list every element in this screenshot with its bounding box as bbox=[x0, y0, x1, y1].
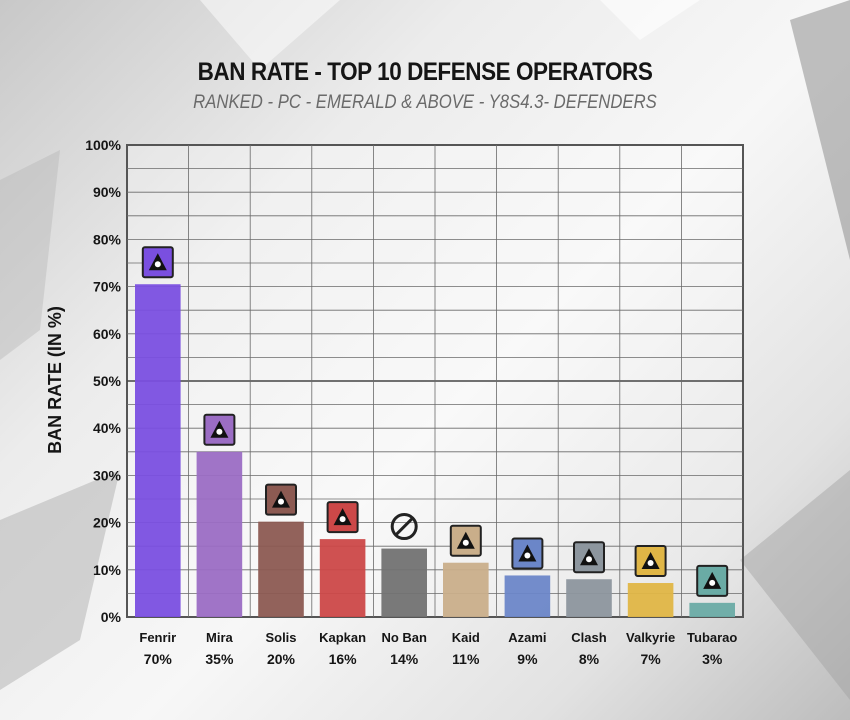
valkyrie-icon bbox=[634, 545, 667, 578]
bar-kaid bbox=[443, 562, 489, 617]
chart-title: BAN RATE - TOP 10 DEFENSE OPERATORS bbox=[197, 58, 653, 86]
bar-tubarao bbox=[689, 602, 735, 617]
bars bbox=[135, 246, 735, 617]
category-label: Kapkan bbox=[319, 630, 366, 645]
bar-no-ban bbox=[381, 548, 427, 617]
y-axis-ticks: 0% 10% 20% 30% 40% 50% 60% 70% 80% 90% 100% bbox=[85, 137, 121, 625]
azami-icon bbox=[511, 537, 544, 570]
category-label: Mira bbox=[206, 630, 234, 645]
category-labels: Fenrir 70% Mira 35% Solis 20% Kapkan 16% No Ban 1… bbox=[139, 630, 737, 667]
value-label: 11% bbox=[452, 651, 480, 667]
y-tick-label: 100% bbox=[85, 137, 121, 153]
bar-valkyrie bbox=[627, 583, 674, 617]
y-tick-label: 60% bbox=[93, 326, 122, 342]
value-label: 8% bbox=[579, 651, 600, 667]
bar-azami bbox=[504, 575, 551, 617]
category-label: Valkyrie bbox=[626, 630, 675, 645]
value-label: 9% bbox=[517, 651, 538, 667]
bar-mira bbox=[196, 451, 243, 617]
y-tick-label: 70% bbox=[93, 279, 122, 295]
category-label: Kaid bbox=[452, 630, 480, 645]
value-label: 7% bbox=[640, 651, 661, 667]
value-label: 70% bbox=[144, 651, 173, 667]
chart-subtitle: RANKED - PC - EMERALD & ABOVE - Y8S4.3- … bbox=[193, 92, 657, 113]
value-label: 20% bbox=[267, 651, 296, 667]
kaid-icon bbox=[449, 524, 482, 557]
bar-kapkan bbox=[319, 539, 366, 617]
value-label: 16% bbox=[329, 651, 358, 667]
y-tick-label: 40% bbox=[93, 420, 122, 436]
category-label: Azami bbox=[508, 630, 546, 645]
y-tick-label: 10% bbox=[93, 562, 122, 578]
y-tick-label: 30% bbox=[93, 467, 122, 483]
y-axis-label: BAN RATE (IN %) bbox=[45, 306, 65, 454]
y-tick-label: 50% bbox=[93, 373, 122, 389]
mira-icon bbox=[203, 413, 236, 446]
value-label: 3% bbox=[702, 651, 723, 667]
value-label: 14% bbox=[390, 651, 419, 667]
category-label: Solis bbox=[265, 630, 296, 645]
y-tick-label: 20% bbox=[93, 515, 122, 531]
kapkan-icon bbox=[326, 501, 359, 534]
bar-solis bbox=[258, 521, 304, 617]
y-tick-label: 90% bbox=[93, 184, 122, 200]
no-ban-icon bbox=[390, 513, 418, 541]
clash-icon bbox=[573, 541, 605, 574]
solis-icon bbox=[265, 483, 297, 516]
bar-fenrir bbox=[135, 284, 181, 617]
category-label: Fenrir bbox=[139, 630, 176, 645]
tubarao-icon bbox=[696, 564, 729, 597]
bar-clash bbox=[566, 579, 612, 617]
category-label: Clash bbox=[571, 630, 606, 645]
value-label: 35% bbox=[205, 651, 234, 667]
y-tick-label: 80% bbox=[93, 231, 122, 247]
category-label: No Ban bbox=[381, 630, 427, 645]
fenrir-icon bbox=[141, 246, 174, 279]
category-label: Tubarao bbox=[687, 630, 737, 645]
y-tick-label: 0% bbox=[101, 609, 122, 625]
